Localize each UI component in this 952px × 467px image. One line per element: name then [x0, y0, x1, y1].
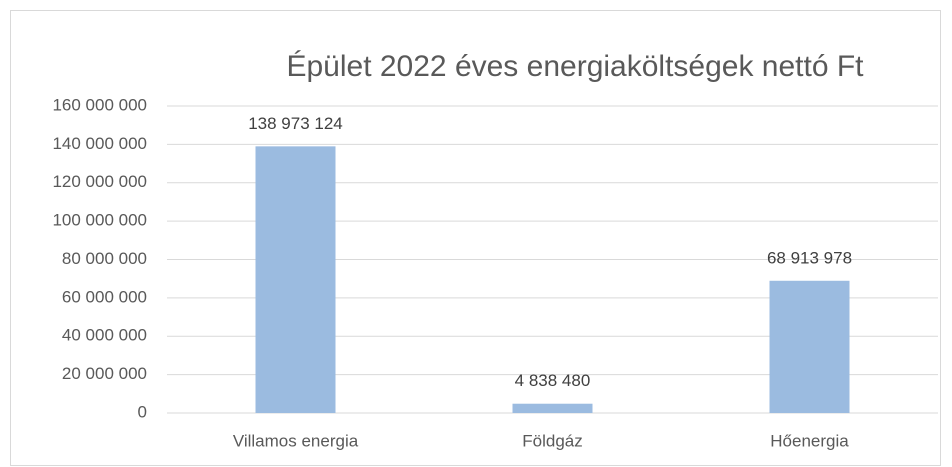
- bar: [769, 280, 850, 413]
- y-tick-label: 140 000 000: [52, 134, 147, 153]
- data-label: 68 913 978: [767, 248, 852, 267]
- chart-title: Épület 2022 éves energiaköltségek nettó …: [286, 50, 864, 83]
- y-tick-label: 120 000 000: [52, 172, 147, 191]
- y-tick-label: 80 000 000: [62, 249, 147, 268]
- y-tick-label: 20 000 000: [62, 364, 147, 383]
- x-tick-label: Villamos energia: [233, 431, 359, 450]
- y-tick-label: 160 000 000: [52, 95, 147, 114]
- data-label: 4 838 480: [515, 371, 591, 390]
- x-tick-label: Hőenergia: [770, 431, 849, 450]
- bar: [255, 146, 336, 413]
- data-label: 138 973 124: [248, 114, 343, 133]
- y-tick-label: 40 000 000: [62, 326, 147, 345]
- x-tick-label: Földgáz: [522, 431, 582, 450]
- y-tick-label: 100 000 000: [52, 211, 147, 230]
- y-tick-label: 60 000 000: [62, 287, 147, 306]
- bar: [512, 403, 593, 413]
- y-tick-label: 0: [138, 402, 147, 421]
